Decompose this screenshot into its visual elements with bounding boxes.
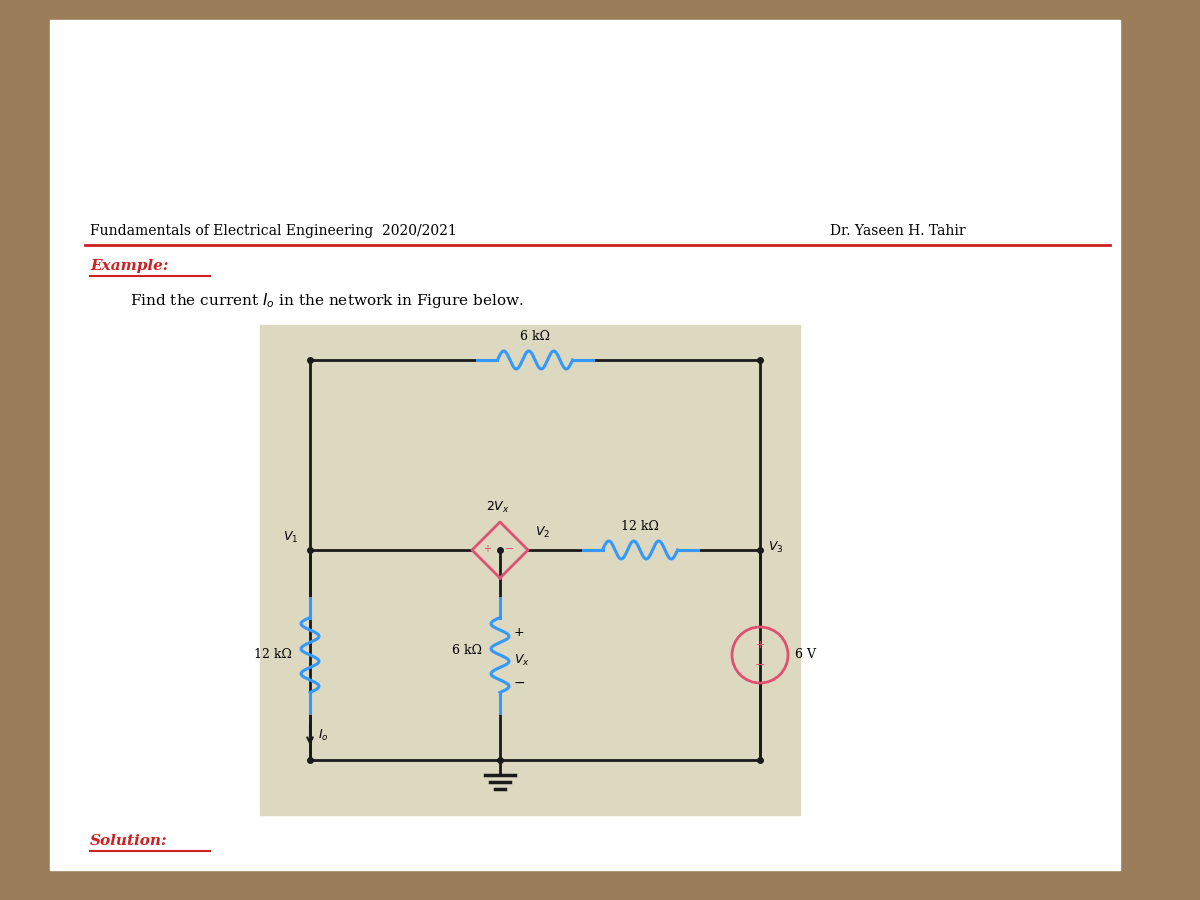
Text: 12 kΩ: 12 kΩ <box>254 649 292 662</box>
Text: −: − <box>514 676 526 690</box>
Text: +: + <box>755 640 764 650</box>
Text: $2V_x$: $2V_x$ <box>486 500 510 515</box>
Text: Dr. Yaseen H. Tahir: Dr. Yaseen H. Tahir <box>830 224 966 238</box>
Text: $V_x$: $V_x$ <box>514 652 530 668</box>
Text: $V_1$: $V_1$ <box>283 530 298 545</box>
FancyBboxPatch shape <box>260 325 800 815</box>
Text: +: + <box>482 544 491 554</box>
Text: Solution:: Solution: <box>90 834 168 848</box>
Text: Fundamentals of Electrical Engineering  2020/2021: Fundamentals of Electrical Engineering 2… <box>90 224 457 238</box>
Text: −: − <box>505 544 515 554</box>
Text: +: + <box>514 626 524 640</box>
Text: $V_2$: $V_2$ <box>535 525 550 540</box>
Text: $V_3$: $V_3$ <box>768 539 784 554</box>
Text: 12 kΩ: 12 kΩ <box>622 520 659 533</box>
Text: −: − <box>755 659 766 671</box>
Text: 6 kΩ: 6 kΩ <box>520 330 550 343</box>
Text: $I_o$: $I_o$ <box>318 727 329 742</box>
Text: Example:: Example: <box>90 259 168 273</box>
Text: 6 V: 6 V <box>794 649 816 662</box>
Text: 6 kΩ: 6 kΩ <box>452 644 482 656</box>
Text: Find the current $I_o$ in the network in Figure below.: Find the current $I_o$ in the network in… <box>130 291 523 310</box>
FancyBboxPatch shape <box>50 20 1120 870</box>
